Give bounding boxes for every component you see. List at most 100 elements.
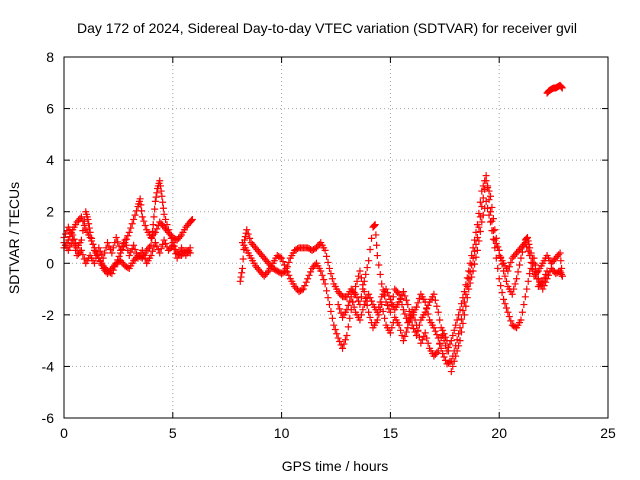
data-point [518,308,526,316]
data-point [494,264,502,272]
x-tick-label: 15 [383,425,399,441]
data-point [492,240,500,248]
data-point [324,258,332,266]
data-point [66,243,74,251]
data-point [399,306,407,314]
data-point [305,271,313,279]
data-point [524,277,532,285]
data-point [513,275,521,283]
data-point [498,260,506,268]
data-point [128,220,136,228]
data-point [430,290,438,298]
data-point [516,261,524,269]
data-point [408,321,416,329]
data-point [325,264,333,272]
data-point [558,272,566,280]
data-point [455,311,463,319]
data-point [491,236,499,244]
data-point [531,261,539,269]
data-point [88,234,96,242]
data-point [388,299,396,307]
data-point [159,198,167,206]
data-point [359,281,367,289]
data-point [424,301,432,309]
data-point [533,268,541,276]
data-point [418,336,426,344]
data-point [497,282,505,290]
data-point [436,340,444,348]
data-point [341,336,349,344]
data-point [459,319,467,327]
data-point [157,187,165,195]
data-point [471,260,479,268]
data-point [517,316,525,324]
data-point [86,228,94,236]
data-point [357,293,365,301]
data-point [473,246,481,254]
data-point [404,301,412,309]
data-point [236,277,244,285]
data-point [502,304,510,312]
data-point [523,234,531,241]
data-point [530,259,538,267]
data-point [514,268,522,276]
data-point [151,239,159,247]
data-point [95,244,103,252]
data-point [69,231,77,239]
x-axis-label: GPS time / hours [282,458,389,474]
data-point [485,187,493,195]
data-point [112,234,120,241]
data-point [156,177,164,185]
data-point [476,198,484,206]
data-point [453,316,461,324]
data-point [489,235,497,243]
data-point [517,254,525,262]
data-point [424,339,432,347]
data-point [502,277,510,285]
data-point [405,307,413,315]
data-point [317,267,325,275]
data-point [453,347,461,355]
data-point [459,294,467,302]
data-point [149,221,157,229]
data-point [415,321,423,329]
series-track-g [543,81,566,97]
data-point [121,236,129,244]
x-tick-labels: 0 5 10 15 20 25 [60,425,616,441]
data-point [148,227,156,235]
data-point [485,211,493,219]
data-point [150,213,158,221]
data-point [360,288,368,296]
data-point [558,270,566,278]
data-point [321,280,329,288]
data-point [375,261,383,269]
data-point [533,275,541,283]
data-point [339,344,347,352]
data-point [504,308,512,316]
data-point [481,177,489,185]
data-point [336,305,344,313]
data-point [478,218,486,226]
data-point [281,261,289,269]
data-point [109,244,117,252]
data-point [302,278,310,286]
data-point [440,330,448,338]
x-tick-label: 25 [600,425,616,441]
data-point [366,294,374,302]
data-point [170,242,178,250]
data-point [321,246,329,254]
data-point [521,293,529,301]
data-point [557,257,565,265]
data-point [147,241,155,249]
data-point [526,244,534,252]
data-point [117,246,125,254]
data-point [433,331,441,339]
data-point [243,226,251,234]
data-point [386,329,394,337]
data-point [328,314,336,322]
data-point [77,246,85,254]
data-point [373,252,381,260]
data-point [331,325,339,333]
data-point [105,242,113,250]
data-point [328,275,336,283]
